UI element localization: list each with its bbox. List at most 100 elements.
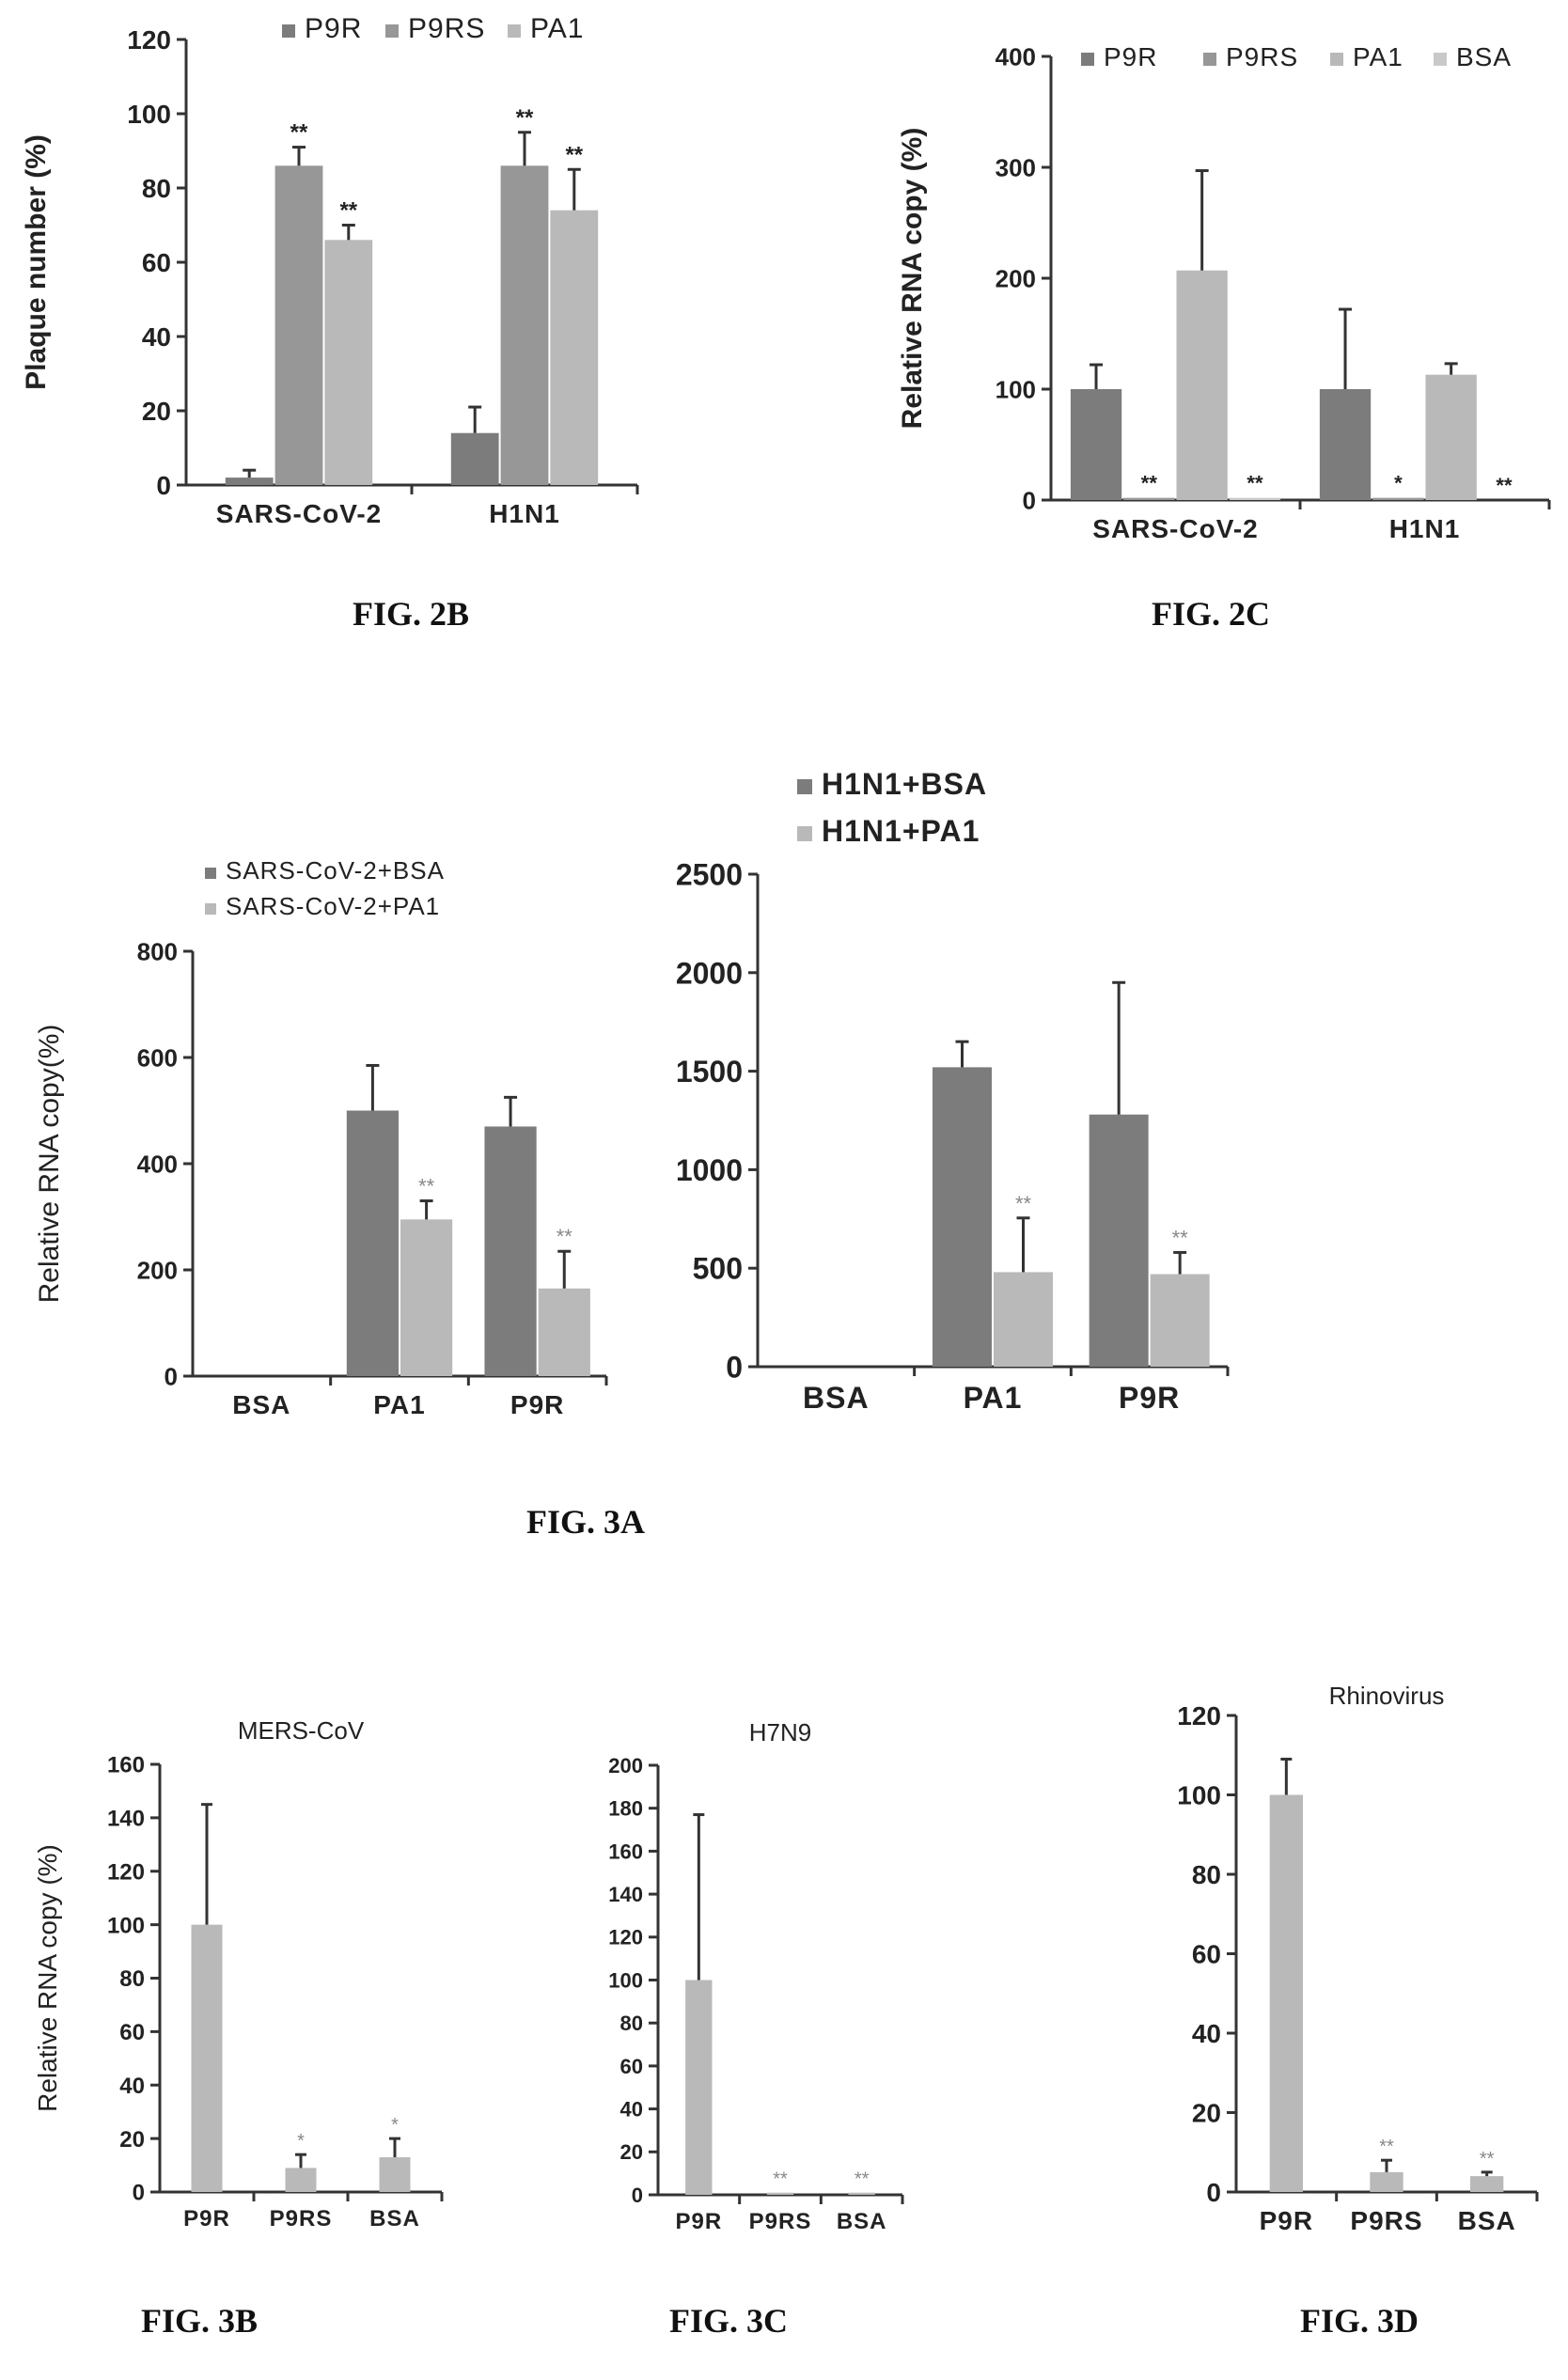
bar — [848, 2192, 875, 2195]
legend-swatch — [282, 24, 295, 38]
y-tick-label: 40 — [1192, 2019, 1221, 2048]
chart-title: Rhinovirus — [1329, 1682, 1445, 1710]
x-tick-label: PA1 — [373, 1390, 425, 1419]
y-tick-label: 0 — [1023, 486, 1036, 514]
y-tick-label: 0 — [165, 1362, 178, 1390]
bar — [1470, 2176, 1504, 2192]
chart-title: MERS-CoV — [238, 1716, 365, 1745]
significance-marker: * — [297, 2131, 305, 2152]
caption-fig3a: FIG. 3A — [526, 1503, 645, 1541]
significance-marker: * — [1394, 472, 1403, 495]
y-tick-label: 1000 — [676, 1153, 743, 1187]
chart-fig2b: 0 20 40 60 80 100 120 SARS-CoV-2 ** ** H1N1 ** ** Pla… — [21, 13, 639, 528]
bar — [400, 1219, 453, 1376]
y-tick-label: 200 — [608, 1754, 643, 1777]
y-axis-label: Relative RNA copy(%) — [34, 1025, 65, 1304]
legend-swatch — [205, 903, 216, 915]
y-axis-label: Plaque number (%) — [21, 134, 52, 390]
chart-fig3b: 0 20 40 60 80 100 120 140 160 P9R P9RS * BSA * Relativ… — [33, 1716, 444, 2231]
caption-fig3b: FIG. 3B — [141, 2302, 259, 2340]
x-tick-label: P9RS — [1350, 2206, 1422, 2235]
y-tick-label: 100 — [127, 100, 171, 129]
legend-swatch — [1203, 53, 1216, 66]
bar — [685, 1980, 713, 2195]
significance-marker: ** — [1496, 474, 1513, 497]
y-tick-label: 80 — [620, 2012, 643, 2035]
caption-fig3d: FIG. 3D — [1300, 2302, 1419, 2340]
caption-fig3c: FIG. 3C — [669, 2302, 788, 2340]
y-axis-label: Relative RNA copy (%) — [897, 128, 928, 430]
x-tick-label: P9RS — [270, 2206, 333, 2231]
y-tick-label: 80 — [1192, 1860, 1221, 1889]
x-tick-label: P9R — [675, 2209, 722, 2234]
legend-swatch — [797, 826, 812, 841]
bar — [324, 240, 373, 486]
significance-marker: ** — [1172, 1226, 1189, 1249]
legend: SARS-CoV-2+BSA SARS-CoV-2+PA1 — [205, 856, 444, 920]
significance-marker: * — [391, 2115, 399, 2136]
y-tick-label: 120 — [1177, 1701, 1221, 1730]
bar — [1319, 389, 1372, 500]
bar — [1070, 389, 1122, 500]
y-tick-label: 80 — [119, 1966, 145, 1992]
x-tick-label: BSA — [369, 2206, 420, 2231]
significance-marker: ** — [1379, 2137, 1394, 2157]
significance-marker: ** — [565, 142, 583, 167]
y-tick-label: 500 — [693, 1252, 743, 1286]
y-tick-label: 20 — [620, 2140, 643, 2164]
bar — [766, 2192, 794, 2195]
y-tick-label: 800 — [137, 937, 178, 965]
significance-marker: ** — [1247, 472, 1263, 495]
y-tick-label: 400 — [137, 1150, 178, 1178]
x-tick-label: SARS-CoV-2 — [1092, 514, 1258, 543]
bar — [285, 2168, 317, 2192]
legend-swatch — [205, 868, 216, 879]
significance-marker: ** — [290, 120, 308, 146]
chart-fig3d: 0 20 40 60 80 100 120 P9R P9RS ** BSA ** Rhinovirus — [1177, 1682, 1539, 2235]
y-tick-label: 80 — [142, 174, 171, 203]
y-tick-label: 400 — [996, 42, 1036, 70]
significance-marker: ** — [1141, 472, 1158, 495]
bar — [538, 1288, 590, 1376]
y-tick-label: 20 — [1192, 2099, 1221, 2128]
x-tick-label: PA1 — [964, 1381, 1023, 1415]
legend-label: SARS-CoV-2+PA1 — [226, 892, 440, 920]
y-tick-label: 100 — [608, 1968, 643, 1992]
legend-label: P9RS — [408, 13, 485, 44]
bar — [274, 165, 323, 486]
x-tick-label: BSA — [837, 2209, 887, 2234]
legend-label: PA1 — [1353, 42, 1403, 71]
y-tick-label: 600 — [137, 1043, 178, 1072]
y-tick-label: 2000 — [676, 956, 743, 990]
y-tick-label: 60 — [142, 248, 171, 277]
y-tick-label: 0 — [632, 2184, 643, 2207]
y-tick-label: 2500 — [676, 858, 743, 892]
bar — [225, 478, 274, 485]
bar — [191, 1924, 223, 2192]
y-tick-label: 160 — [107, 1753, 145, 1778]
significance-marker: ** — [773, 2169, 788, 2190]
x-tick-label: BSA — [232, 1390, 290, 1419]
legend-swatch — [1330, 53, 1343, 66]
y-tick-label: 100 — [107, 1913, 145, 1938]
x-tick-label: H1N1 — [489, 499, 560, 528]
bar — [346, 1110, 399, 1376]
bar — [1150, 1274, 1210, 1367]
y-tick-label: 40 — [119, 2074, 145, 2099]
bar — [1089, 1114, 1149, 1367]
x-tick-label: BSA — [1458, 2206, 1516, 2235]
y-tick-label: 20 — [119, 2127, 145, 2153]
bar — [1269, 1794, 1303, 2192]
y-tick-label: 200 — [137, 1256, 178, 1284]
legend-swatch — [1434, 53, 1447, 66]
y-tick-label: 40 — [142, 322, 171, 352]
legend-swatch — [385, 24, 399, 38]
x-tick-label: P9R — [1119, 1381, 1180, 1415]
y-tick-label: 100 — [996, 375, 1036, 403]
significance-marker: ** — [1015, 1192, 1032, 1215]
y-tick-label: 60 — [119, 2020, 145, 2045]
y-tick-label: 120 — [127, 25, 171, 55]
chart-fig3c: 0 20 40 60 80 100 120 140 160 180 200 P9R P9RS ** BSA *… — [608, 1718, 904, 2234]
y-tick-label: 20 — [142, 397, 171, 426]
